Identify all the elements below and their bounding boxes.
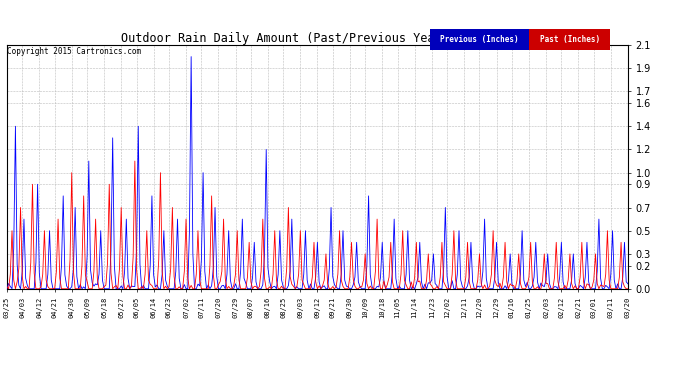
Text: Previous (Inches): Previous (Inches) xyxy=(440,35,518,44)
Text: Copyright 2015 Cartronics.com: Copyright 2015 Cartronics.com xyxy=(7,47,141,56)
Title: Outdoor Rain Daily Amount (Past/Previous Year) 20150325: Outdoor Rain Daily Amount (Past/Previous… xyxy=(121,32,513,45)
Text: Past (Inches): Past (Inches) xyxy=(540,35,600,44)
